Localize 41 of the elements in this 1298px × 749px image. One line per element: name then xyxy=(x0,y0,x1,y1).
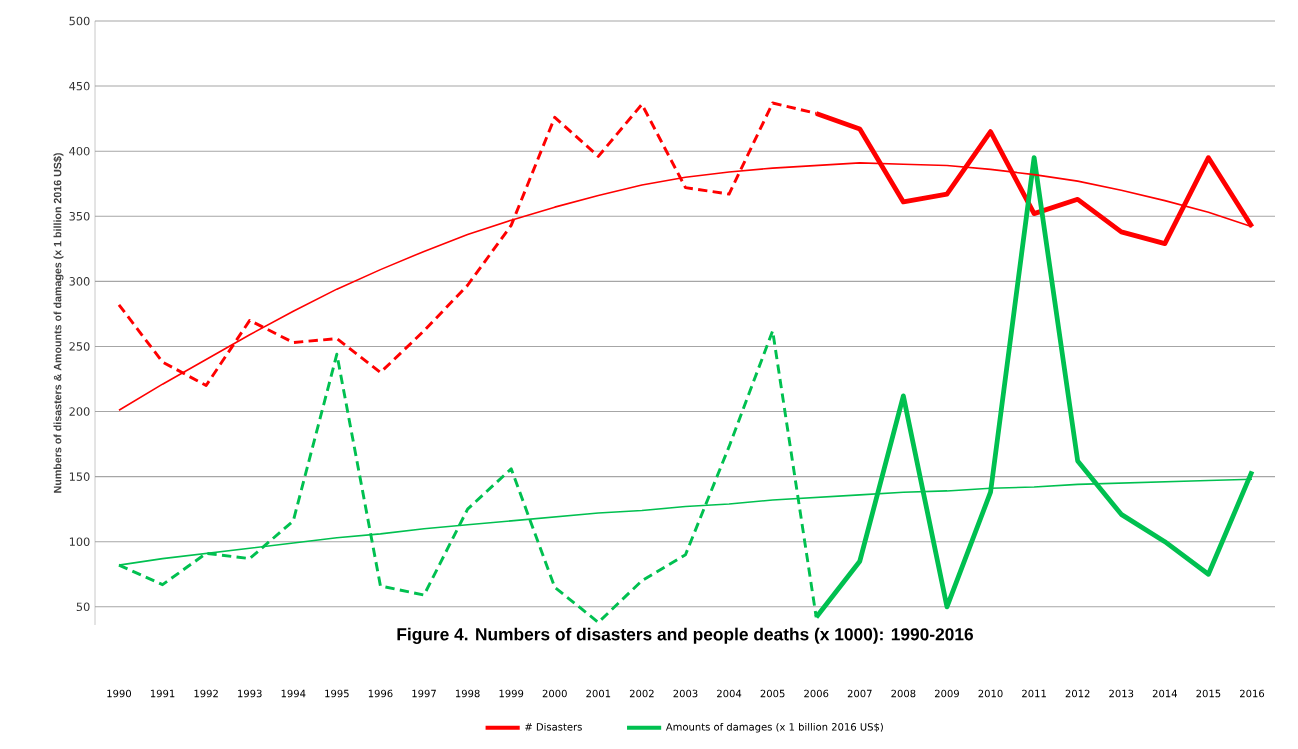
x-tick-label: 2015 xyxy=(1196,689,1221,698)
y-tick-label: 100 xyxy=(69,537,90,546)
y-tick-label: 300 xyxy=(69,277,90,286)
y-tick-label: 500 xyxy=(69,16,90,26)
y-tick-label: 250 xyxy=(69,342,90,351)
x-tick-label: 1990 xyxy=(107,689,132,698)
y-tick-label: 200 xyxy=(69,407,90,416)
x-tick-label: 2007 xyxy=(847,689,872,698)
x-tick-label: 2005 xyxy=(760,689,785,698)
x-tick-label: 2011 xyxy=(1022,689,1046,698)
x-tick-label: 1994 xyxy=(281,689,306,698)
x-tick-label: 2013 xyxy=(1109,689,1134,698)
x-tick-label: 1996 xyxy=(368,689,393,698)
x-tick-label: 2003 xyxy=(673,689,698,698)
x-tick-label: 2014 xyxy=(1152,689,1177,698)
x-tick-label: 2001 xyxy=(586,689,611,698)
text: Figure 4. Numbers of disasters and people deaths (x 1000): 1990-2016 xyxy=(397,627,974,644)
x-tick-label: 2009 xyxy=(934,689,959,698)
x-tick-label: 2008 xyxy=(891,689,916,698)
y-tick-label: 150 xyxy=(69,472,90,481)
x-tick-label: 2012 xyxy=(1065,689,1090,698)
y-tick-label: 450 xyxy=(69,81,90,91)
x-tick-label: 2006 xyxy=(804,689,829,698)
x-tick-label: 1992 xyxy=(194,689,218,698)
x-tick-label: 2004 xyxy=(717,689,742,698)
y-axis-title: Numbers of disasters & Amounts of damages (x 1 billion 2016 US$) xyxy=(53,153,64,493)
legend-label: Amounts of damages (x 1 billion 2016 US$) xyxy=(665,722,883,733)
x-tick-label: 1999 xyxy=(499,689,524,698)
x-tick-label: 2000 xyxy=(542,689,567,698)
x-tick-label: 1997 xyxy=(412,689,436,698)
x-tick-label: 1995 xyxy=(325,689,349,698)
y-tick-label: 50 xyxy=(76,602,90,612)
y-tick-label: 350 xyxy=(69,211,90,221)
x-tick-label: 2002 xyxy=(629,689,654,698)
legend-label: # Disasters xyxy=(525,722,582,731)
x-tick-label: 2016 xyxy=(1240,689,1265,698)
x-tick-label: 1998 xyxy=(455,689,480,698)
x-tick-label: 1993 xyxy=(238,689,262,698)
y-tick-label: 400 xyxy=(69,146,90,156)
x-tick-label: 2010 xyxy=(978,689,1003,698)
x-tick-label: 1991 xyxy=(150,689,175,698)
